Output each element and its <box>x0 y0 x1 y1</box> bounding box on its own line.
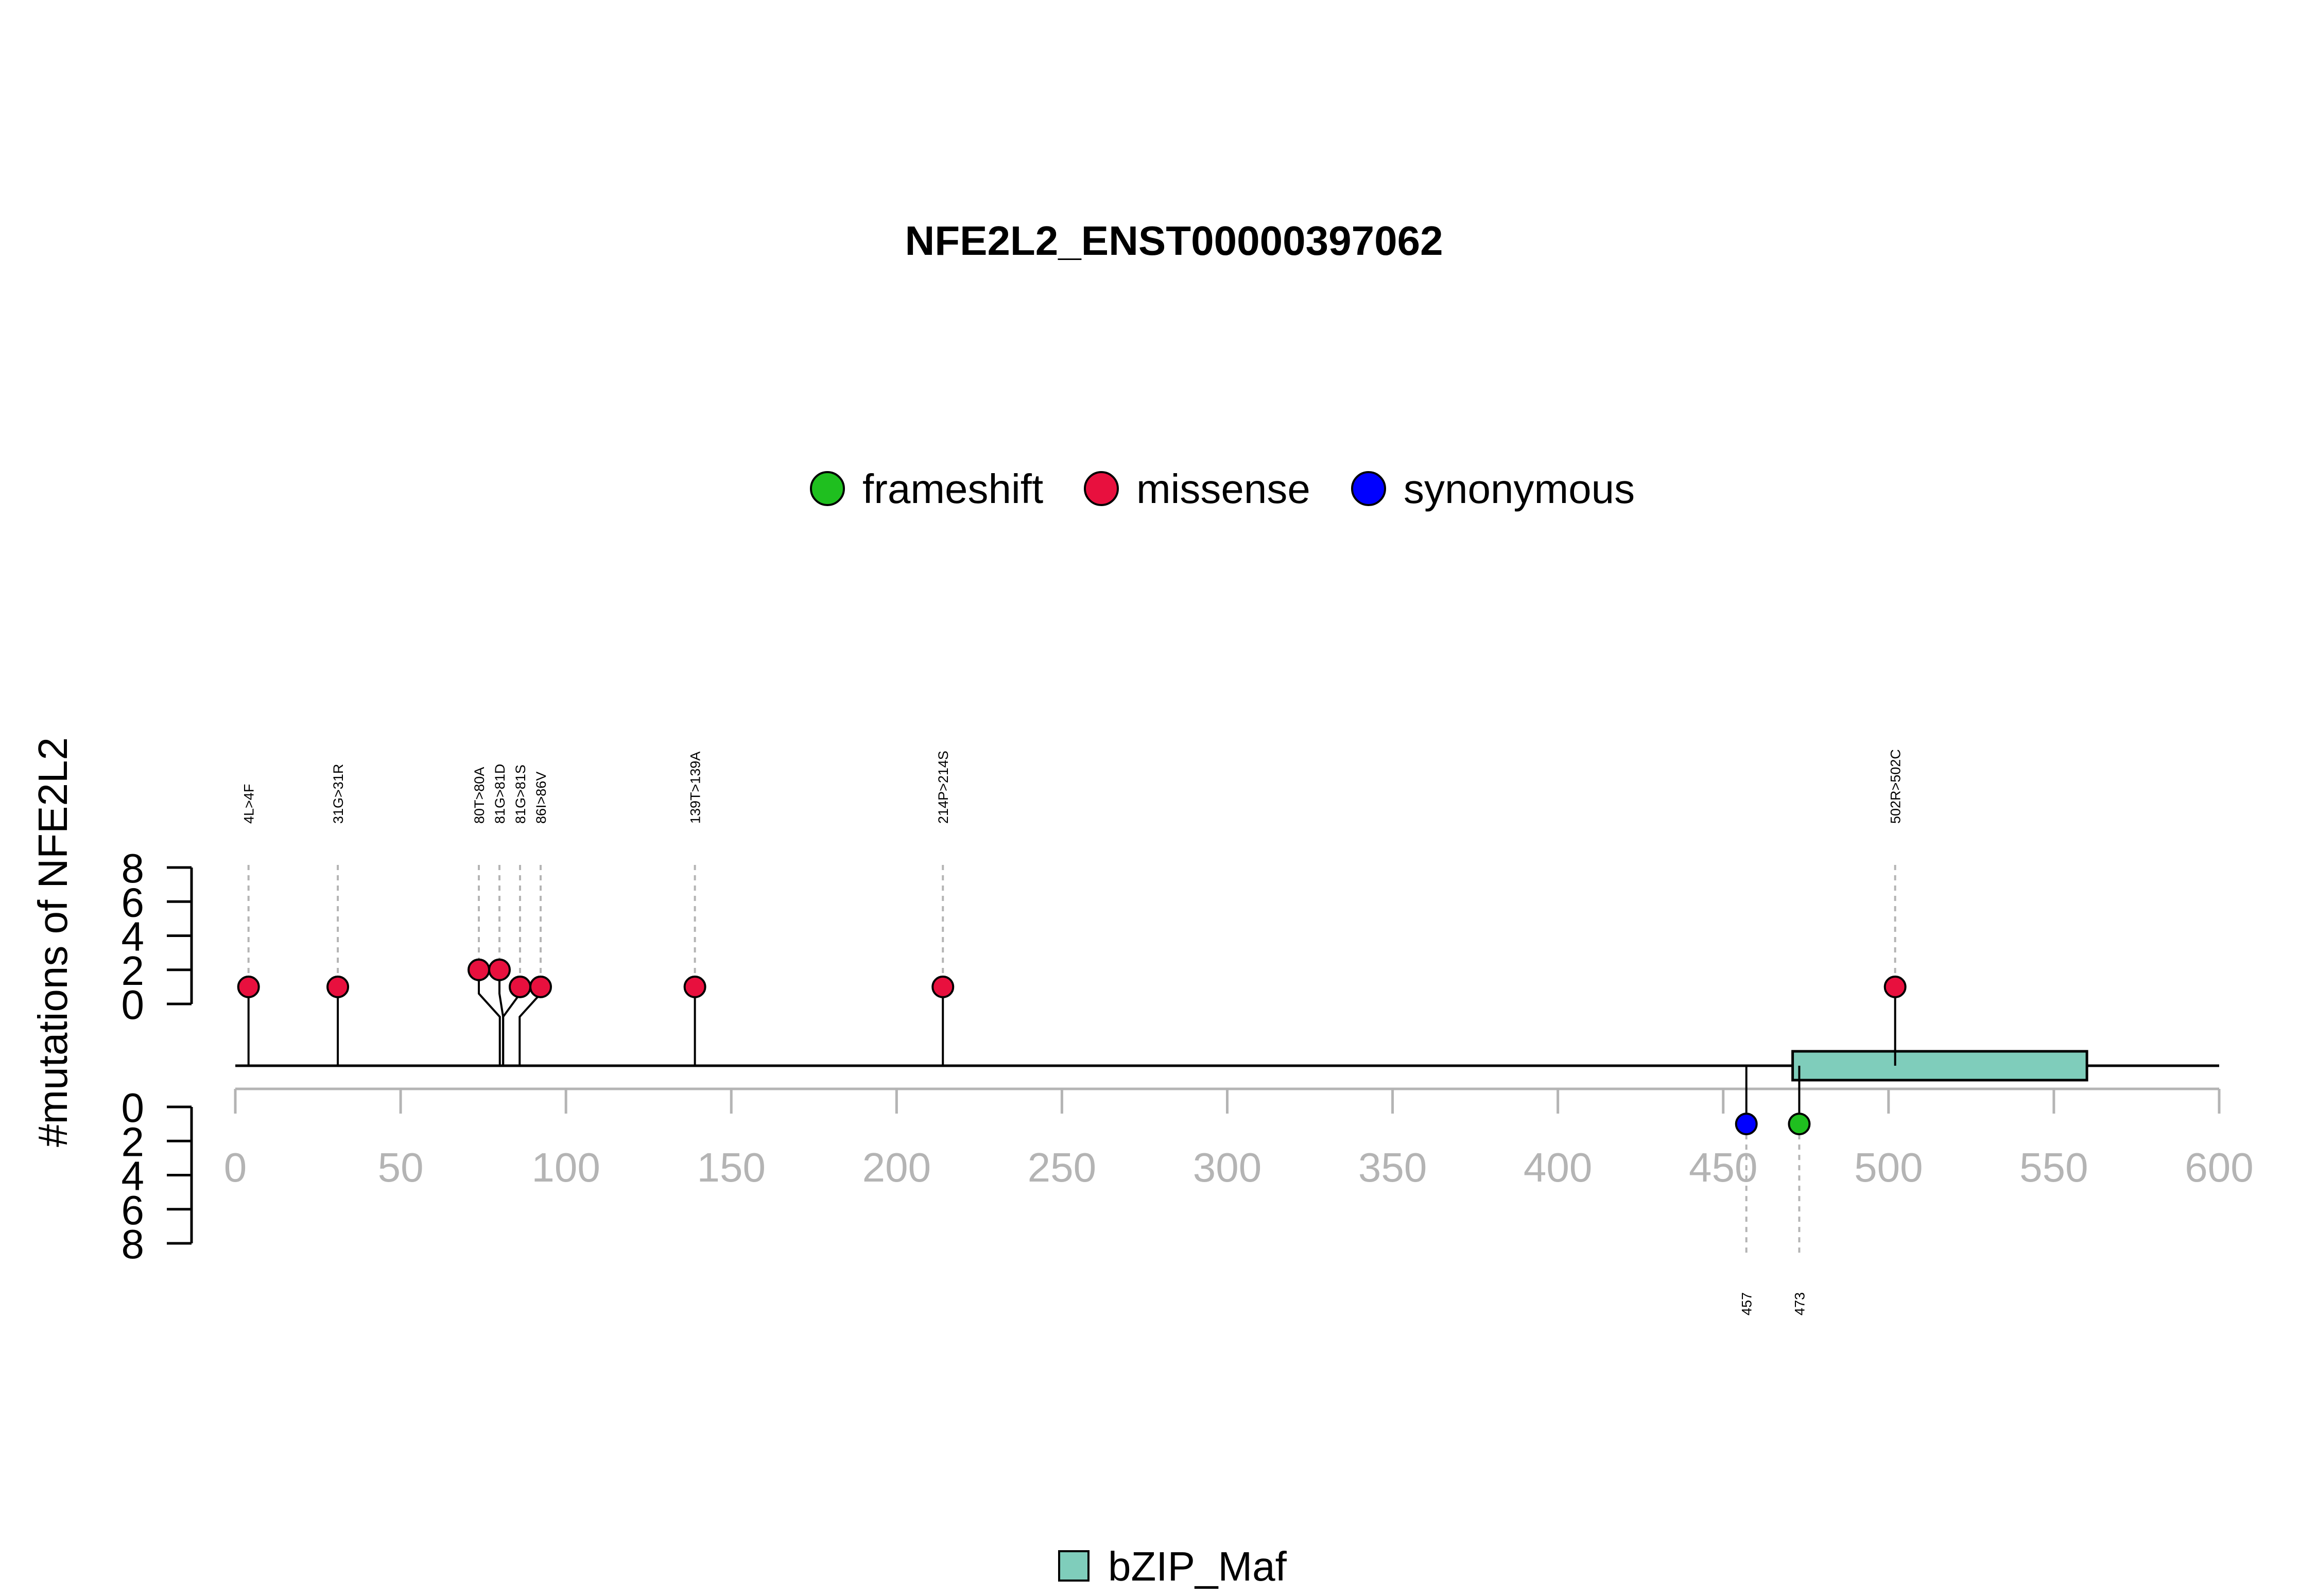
lollipop-80T>80A: 80T>80A <box>467 767 501 1066</box>
mutation-label-473: 473 <box>1792 1292 1807 1315</box>
legend: frameshift missense synonymous <box>810 466 1635 512</box>
lollipop-stem-81G>81S <box>502 986 521 1066</box>
y-tick-label-top-4: 4 <box>122 914 145 960</box>
lollipop-head-80T>80A <box>467 958 490 981</box>
legend-marker-frameshift <box>810 471 845 506</box>
lollipop-head-473 <box>1788 1113 1811 1136</box>
lollipop-stem-80T>80A <box>477 969 501 1066</box>
y-tick-label-top-0: 0 <box>122 982 145 1028</box>
legend-marker-synonymous <box>1351 471 1386 506</box>
mutation-label-214P>214S: 214P>214S <box>936 751 951 824</box>
legend-label-missense: missense <box>1136 466 1310 512</box>
x-tick-label-600: 600 <box>2185 1144 2253 1190</box>
lollipop-head-214P>214S <box>931 975 955 998</box>
y-tick-label-top-6: 6 <box>122 879 145 925</box>
legend-item-synonymous: synonymous <box>1351 466 1635 512</box>
mutation-label-81G>81D: 81G>81D <box>492 764 508 824</box>
mutation-lollipops: 4L>4F 31G>31R 80T>80A 81G>81D 81G>81S 86I>86V… <box>237 749 1907 1315</box>
lollipop-502R>502C: 502R>502C <box>1883 749 1907 1066</box>
lollipop-head-457 <box>1735 1113 1758 1136</box>
mutation-label-502R>502C: 502R>502C <box>1888 749 1904 824</box>
lollipop-81G>81S: 81G>81S <box>502 765 531 1066</box>
lollipop-bottom-473: 473 <box>1788 1066 1811 1315</box>
mutation-label-86I>86V: 86I>86V <box>533 772 549 824</box>
lollipop-31G>31R: 31G>31R <box>326 764 350 1066</box>
x-tick-label-100: 100 <box>531 1144 600 1190</box>
lollipop-head-86I>86V <box>529 975 552 998</box>
legend-item-frameshift: frameshift <box>810 466 1043 512</box>
lollipop-86I>86V: 86I>86V <box>518 772 552 1066</box>
lollipop-head-502R>502C <box>1883 975 1907 998</box>
mutation-label-80T>80A: 80T>80A <box>472 767 487 824</box>
mutation-label-457: 457 <box>1739 1292 1755 1315</box>
lollipop-214P>214S: 214P>214S <box>931 751 955 1066</box>
x-axis: 0 50 100 150 200 250 300 350 400 450 500 550 600 <box>224 1087 2254 1190</box>
y-tick-label-bottom-0: 0 <box>122 1085 145 1131</box>
y-tick-label-bottom-8: 8 <box>122 1221 145 1267</box>
x-tick-label-400: 400 <box>1524 1144 1592 1190</box>
lollipop-bottom-457: 457 <box>1735 1066 1758 1315</box>
lollipop-139T>139A: 139T>139A <box>683 752 706 1066</box>
x-tick-label-300: 300 <box>1193 1144 1261 1190</box>
x-tick-label-350: 350 <box>1358 1144 1427 1190</box>
domain-legend-swatch-bZIP_Maf <box>1058 1550 1090 1582</box>
legend-item-missense: missense <box>1084 466 1310 512</box>
chart-title: NFE2L2_ENST00000397062 <box>905 218 1443 264</box>
mutation-label-81G>81S: 81G>81S <box>513 765 528 824</box>
y-tick-label-bottom-6: 6 <box>122 1187 145 1233</box>
lollipop-head-81G>81D <box>488 958 511 981</box>
lollipop-4L>4F: 4L>4F <box>237 784 260 1066</box>
lollipop-stem-86I>86V <box>518 986 542 1066</box>
x-tick-label-0: 0 <box>224 1144 247 1190</box>
x-tick-label-250: 250 <box>1028 1144 1096 1190</box>
y-tick-label-bottom-4: 4 <box>122 1153 145 1199</box>
domain-legend-item-bZIP_Maf: bZIP_Maf <box>1058 1543 1287 1589</box>
domain-bZIP_Maf <box>1791 1050 2088 1082</box>
lollipop-81G>81D: 81G>81D <box>488 764 511 1066</box>
y-axis-label: #mutations of NFE2L2 <box>30 737 76 1147</box>
x-tick-label-50: 50 <box>378 1144 424 1190</box>
y-tick-label-top-2: 2 <box>122 948 145 994</box>
mutation-label-4L>4F: 4L>4F <box>241 784 257 824</box>
lollipop-head-4L>4F <box>237 975 260 998</box>
lollipop-head-31G>31R <box>326 975 350 998</box>
mutation-label-31G>31R: 31G>31R <box>331 764 346 824</box>
x-tick-label-150: 150 <box>697 1144 766 1190</box>
x-tick-label-500: 500 <box>1854 1144 1923 1190</box>
x-tick-label-200: 200 <box>862 1144 931 1190</box>
legend-label-frameshift: frameshift <box>862 466 1043 512</box>
domain-legend: bZIP_Maf <box>1058 1543 1287 1589</box>
y-tick-label-top-8: 8 <box>122 845 145 891</box>
domains <box>1791 1050 2088 1082</box>
x-tick-label-550: 550 <box>2019 1144 2088 1190</box>
mutation-label-139T>139A: 139T>139A <box>688 752 703 824</box>
lollipop-head-81G>81S <box>508 975 531 998</box>
y-tick-label-bottom-2: 2 <box>122 1119 145 1165</box>
lollipop-head-139T>139A <box>683 975 706 998</box>
legend-marker-missense <box>1084 471 1119 506</box>
legend-label-synonymous: synonymous <box>1404 466 1635 512</box>
domain-legend-label-bZIP_Maf: bZIP_Maf <box>1108 1543 1287 1589</box>
